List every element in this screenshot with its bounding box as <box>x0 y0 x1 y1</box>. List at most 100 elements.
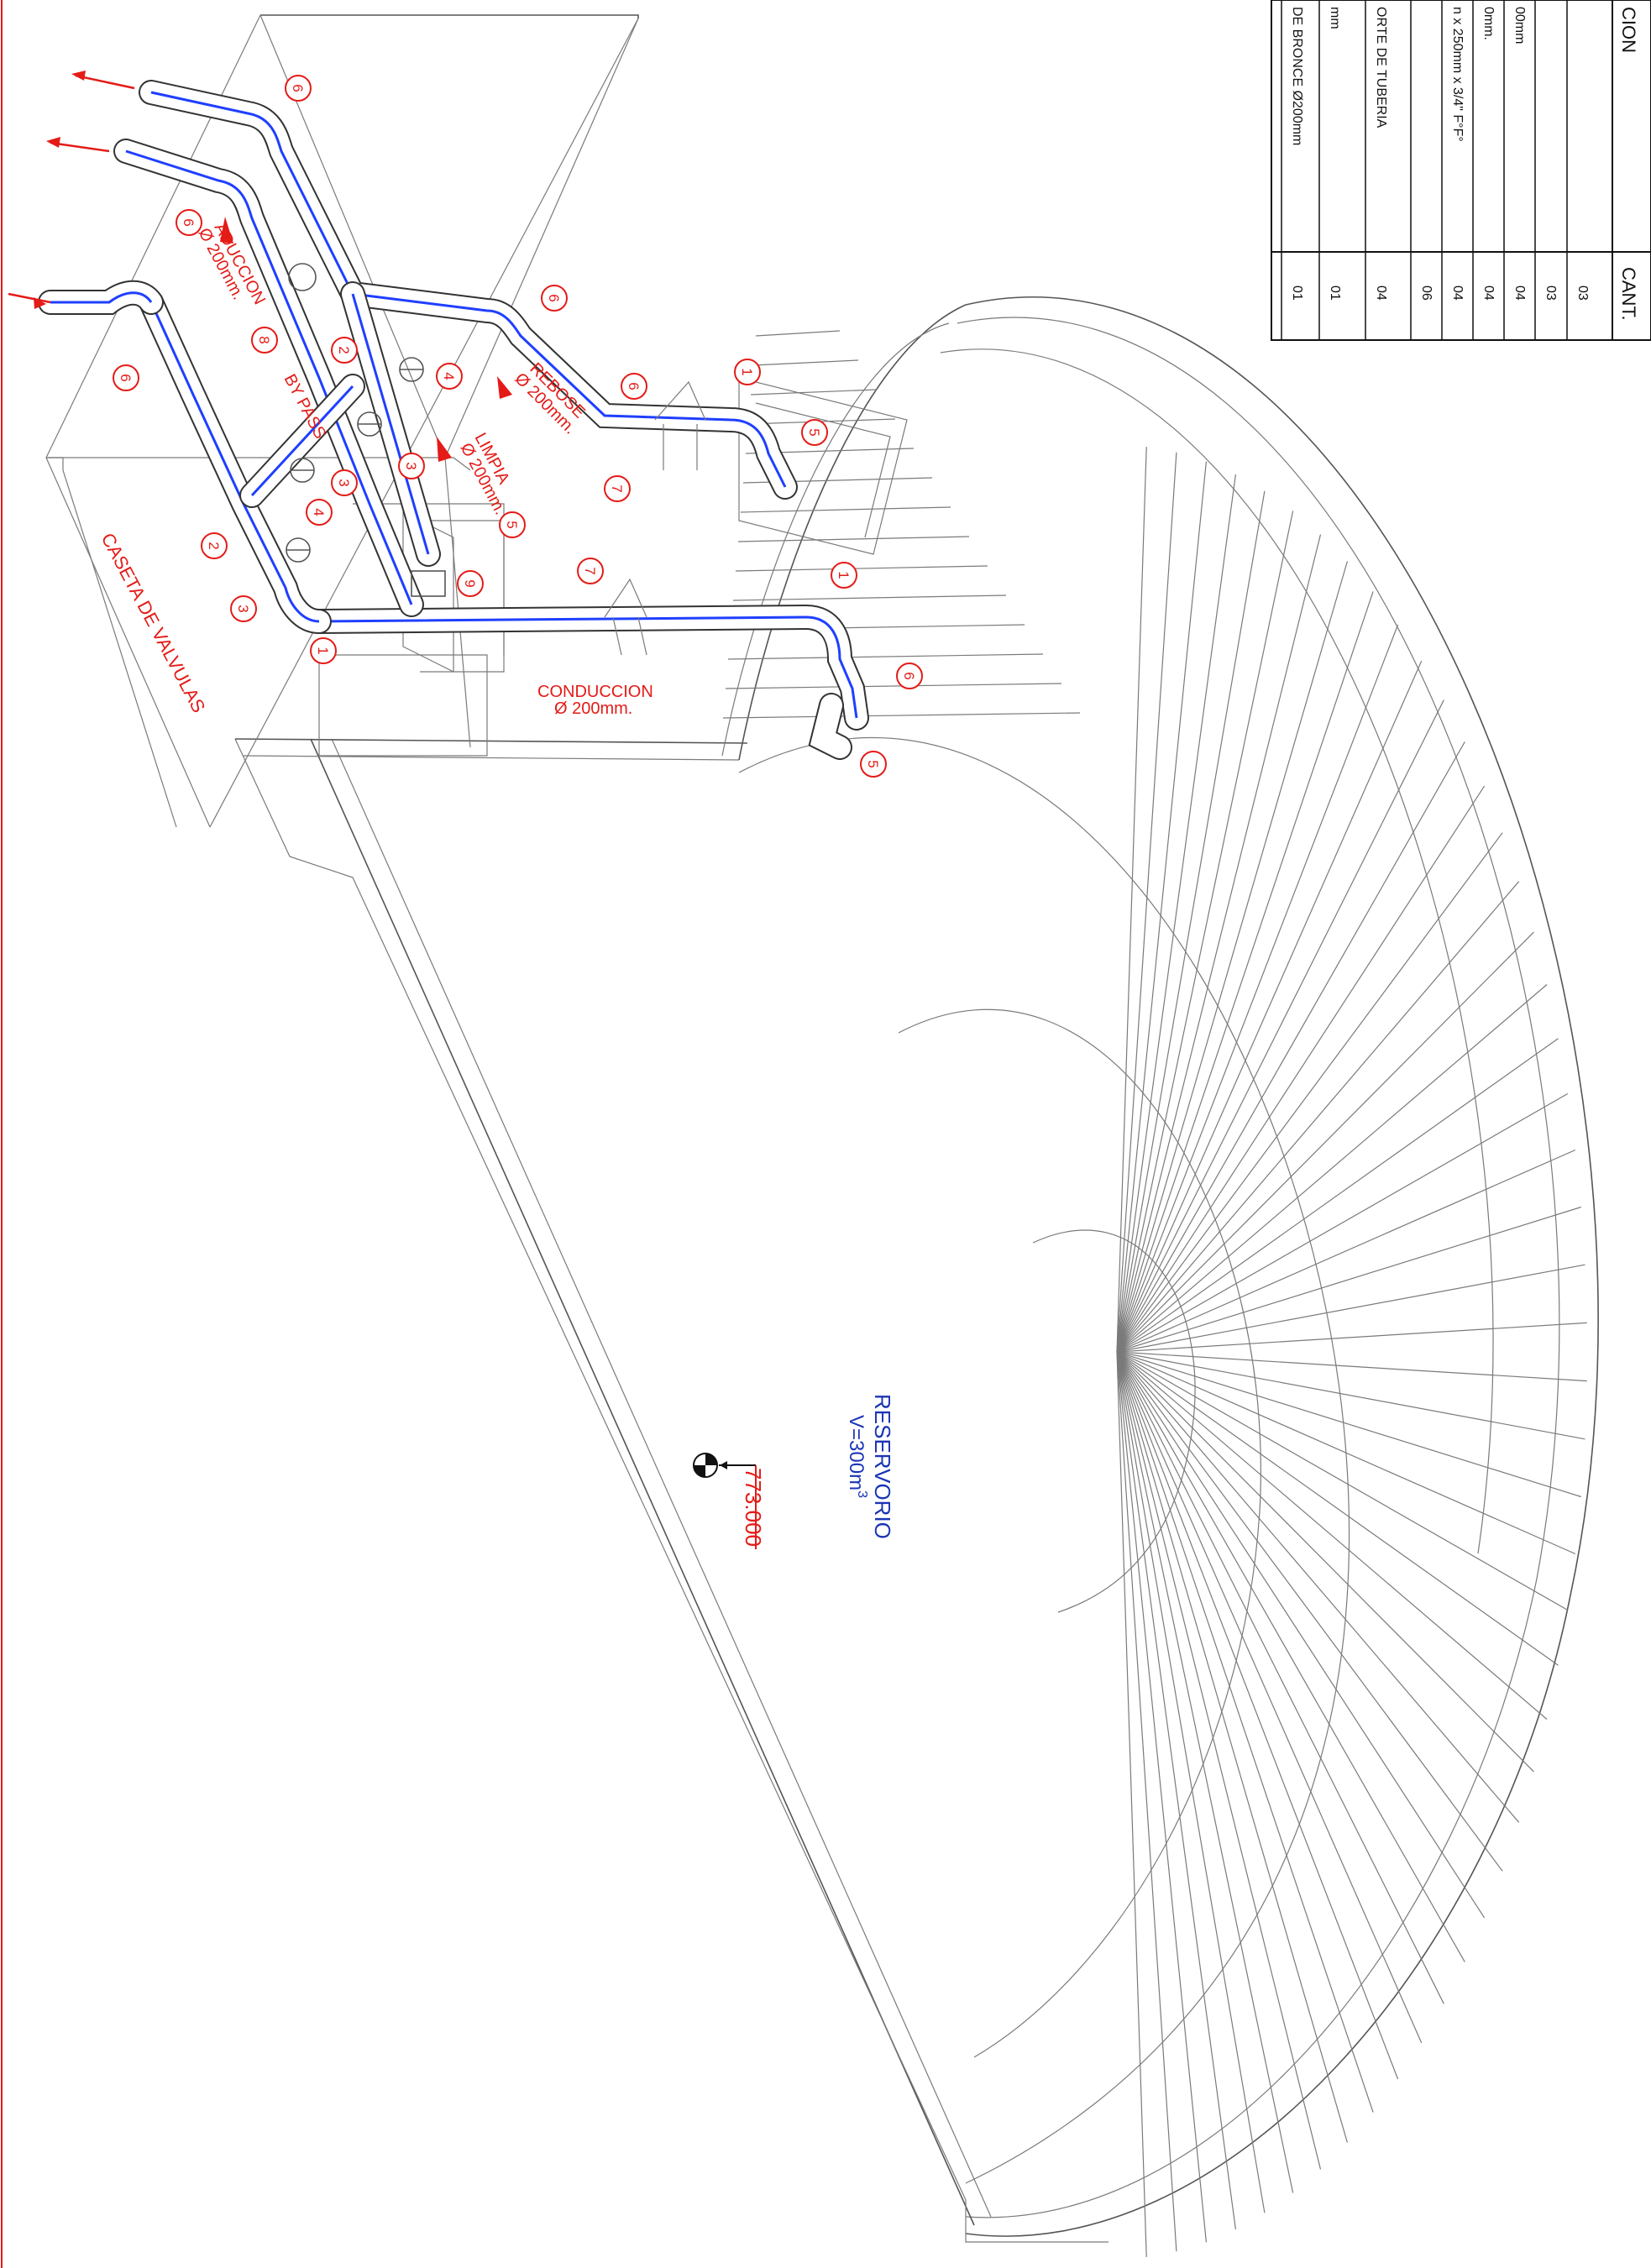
dome-radial-line <box>1116 1351 1399 2080</box>
svg-text:3: 3 <box>235 605 251 612</box>
item-marker: 5 <box>860 751 887 778</box>
svg-text:5: 5 <box>865 760 881 767</box>
legend-table: CION CANT. 03 03 00mm 04 0mm. 04 n x 250mm x 3… <box>1271 0 1651 341</box>
svg-text:6: 6 <box>626 382 642 390</box>
item-marker: 1 <box>831 562 857 589</box>
dome-radial-line <box>1116 1351 1177 2252</box>
item-marker: 6 <box>621 373 647 400</box>
item-marker: 3 <box>398 453 425 479</box>
item-marker: 6 <box>541 285 568 312</box>
dome-radial-line <box>1116 1351 1236 2230</box>
item-marker: 4 <box>436 363 463 390</box>
item-marker: 3 <box>230 595 257 622</box>
table-row-description: 00mm <box>1512 7 1527 44</box>
wall-ring-line <box>752 359 859 366</box>
table-row-description: DE BRONCE Ø200mm <box>1290 7 1304 145</box>
dome-radial-lines <box>1116 447 1587 2257</box>
table-header-quantity: CANT. <box>1618 267 1639 321</box>
wall-ring-line <box>750 389 878 395</box>
dome-radial-line <box>1116 832 1503 1353</box>
wall-ring-lines <box>722 330 1081 719</box>
reservoir-title: RESERVORIO <box>870 1394 895 1539</box>
dome-radial-line <box>1116 447 1147 1353</box>
svg-text:7: 7 <box>582 567 598 574</box>
svg-text:6: 6 <box>181 218 197 226</box>
bypass-pipe <box>239 374 365 508</box>
reservoir-volume: V=300m3 <box>845 1415 869 1498</box>
gate-valve-icon <box>286 357 424 563</box>
reservoir-structure <box>234 296 1599 2257</box>
elevation-value: 773.000 <box>741 1468 766 1547</box>
svg-text:6: 6 <box>290 84 306 92</box>
dome-radial-line <box>1116 624 1399 1353</box>
table-row-description: n x 250mm x 3/4" F°F° <box>1450 7 1465 142</box>
elevation-marker <box>693 1453 757 1549</box>
dome-radial-line <box>1116 699 1444 1353</box>
svg-text:6: 6 <box>118 374 134 381</box>
table-row-quantity: 06 <box>1419 285 1433 301</box>
conduccion-pipe <box>38 280 869 731</box>
aduccion-pipe <box>113 139 424 617</box>
dome-radial-line <box>1116 561 1348 1353</box>
svg-text:8: 8 <box>256 336 272 343</box>
table-row-quantity: 01 <box>1328 285 1342 301</box>
table-row-quantity: 01 <box>1290 285 1304 301</box>
dome-radial-line <box>1116 1092 1569 1353</box>
wall-ring-line <box>740 506 951 513</box>
dome-radial-line <box>1116 660 1423 1353</box>
dome-radial-line <box>1116 1322 1587 1353</box>
dome-radial-line <box>1116 1038 1559 1353</box>
dome-radial-line <box>1116 1351 1585 1440</box>
svg-text:3: 3 <box>336 479 352 486</box>
item-marker: 2 <box>201 532 228 559</box>
svg-text:9: 9 <box>462 579 478 587</box>
dome-radial-line <box>1116 1351 1423 2044</box>
wall-ring-line <box>725 683 1062 689</box>
wall-ring-line <box>732 594 1007 601</box>
dome-radial-line <box>1116 1351 1207 2243</box>
limpia-pipe <box>340 281 441 567</box>
item-marker: 6 <box>113 364 139 391</box>
svg-text:1: 1 <box>836 571 852 579</box>
dome-radial-line <box>1116 1351 1534 1773</box>
conduccion-label: CONDUCCION <box>537 683 653 701</box>
item-marker: 9 <box>457 570 484 597</box>
item-marker: 4 <box>306 499 333 526</box>
table-header-description: CION <box>1618 7 1639 53</box>
dome-radial-line <box>1116 741 1465 1353</box>
table-row-quantity: 03 <box>1575 285 1590 301</box>
dome-radial-line <box>1116 1351 1147 2257</box>
svg-text:5: 5 <box>504 521 520 528</box>
wall-ring-line <box>722 712 1081 719</box>
svg-text:6: 6 <box>901 672 917 679</box>
flow-meter-icon <box>288 263 317 291</box>
dome-radial-line <box>1116 490 1266 1353</box>
table-row-quantity: 04 <box>1481 285 1496 301</box>
wall-ring-line <box>737 536 970 542</box>
dome-radial-line <box>1116 1351 1266 2213</box>
dome-radial-line <box>1116 1351 1503 1872</box>
dome-radial-line <box>1116 1149 1576 1353</box>
dome-radial-line <box>1116 931 1534 1353</box>
dome-radial-line <box>1116 1351 1520 1823</box>
item-marker: 6 <box>896 663 923 689</box>
svg-text:1: 1 <box>739 368 755 375</box>
item-marker: 2 <box>331 337 358 364</box>
dome-radial-line <box>1116 461 1207 1353</box>
table-row-quantity: 04 <box>1450 285 1465 301</box>
svg-text:5: 5 <box>806 428 822 436</box>
valve-house <box>45 14 908 828</box>
table-row-quantity: 03 <box>1544 285 1558 301</box>
dome-radial-line <box>1116 1351 1444 2004</box>
svg-text:2: 2 <box>336 346 352 354</box>
item-marker: 6 <box>285 75 312 102</box>
flow-arrows <box>8 71 512 462</box>
caseta-label: CASETA DE VALVULAS <box>97 530 210 716</box>
svg-text:4: 4 <box>441 372 457 380</box>
dome-radial-line <box>1116 452 1177 1353</box>
dome-radial-line <box>1116 1351 1486 1919</box>
table-row-description: ORTE DE TUBERIA <box>1374 7 1388 128</box>
svg-text:1: 1 <box>315 647 331 654</box>
svg-text:4: 4 <box>311 508 327 516</box>
